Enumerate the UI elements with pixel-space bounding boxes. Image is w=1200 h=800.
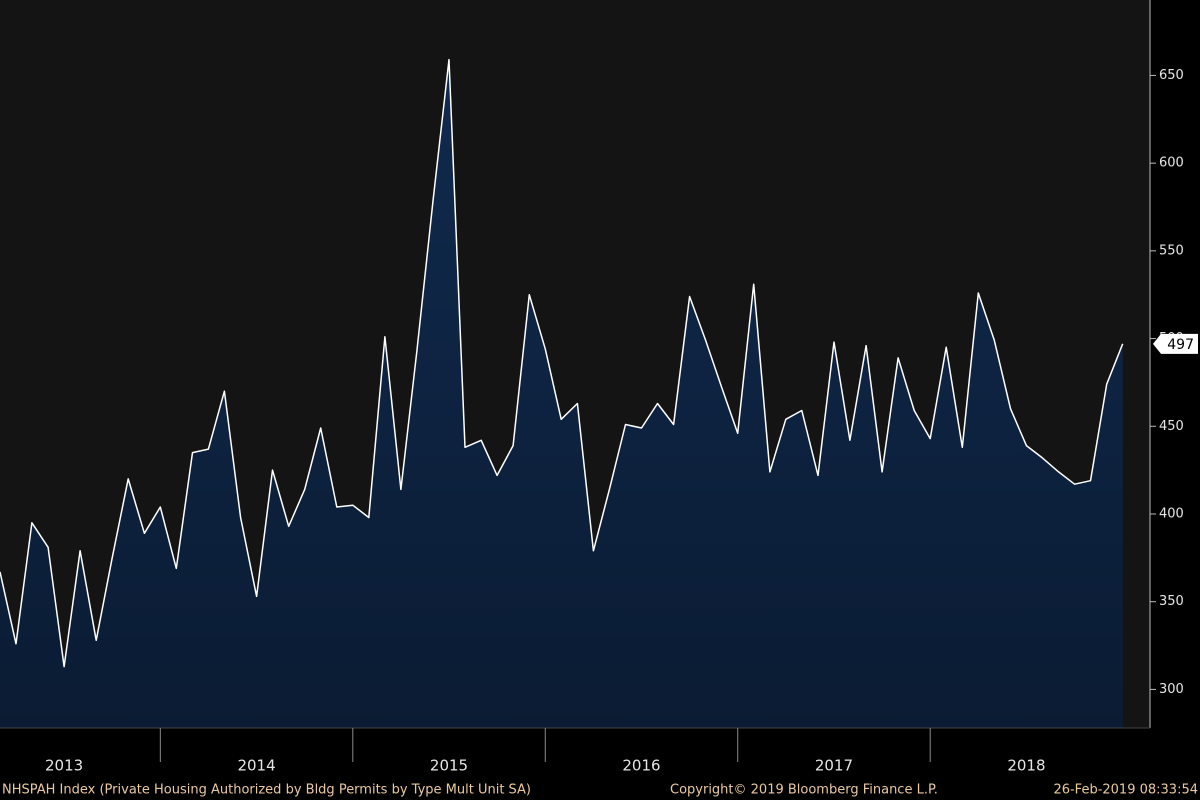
y-tick-label: 550 <box>1159 243 1184 258</box>
y-tick-label: 400 <box>1159 506 1184 521</box>
y-tick-label: 600 <box>1159 156 1184 171</box>
area-shade <box>0 59 1123 729</box>
x-tick-label: 2015 <box>430 757 468 775</box>
y-tick-label: 650 <box>1159 68 1184 83</box>
last-value-tag <box>1153 333 1198 354</box>
last-value-label: 497 <box>1167 337 1194 353</box>
y-tick-label: 350 <box>1159 594 1184 609</box>
source-note: Copyright© 2019 Bloomberg Finance L.P. <box>670 783 938 798</box>
x-tick-label: 2014 <box>237 757 275 775</box>
y-tick-label: 300 <box>1159 682 1184 697</box>
chart-title: NHSPAH Index (Private Housing Authorized… <box>2 783 531 798</box>
x-tick-label: 2016 <box>622 757 660 775</box>
x-tick-label: 2018 <box>1007 757 1045 775</box>
x-tick-label: 2013 <box>45 757 83 775</box>
timestamp: 26-Feb-2019 08:33:54 <box>1053 783 1198 798</box>
x-tick-label: 2017 <box>815 757 853 775</box>
y-tick-label: 450 <box>1159 419 1184 434</box>
series-line <box>0 58 1124 668</box>
